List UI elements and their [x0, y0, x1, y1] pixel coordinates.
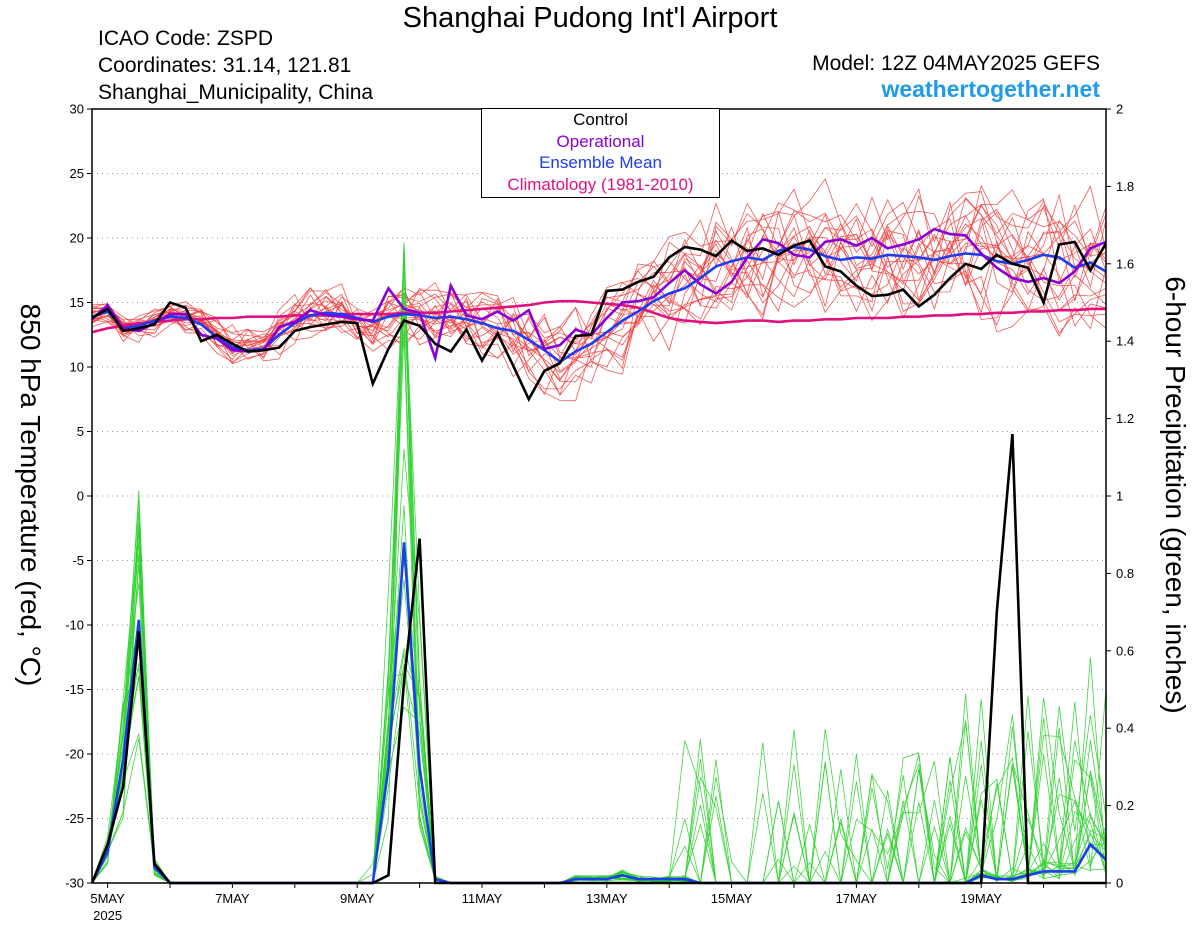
right-tick-label: 0.6 [1116, 643, 1134, 658]
temp-member-line [92, 202, 1106, 359]
x-tick-label: 19MAY [960, 891, 1002, 906]
legend-climatology: Climatology (1981-2010) [507, 174, 694, 194]
left-tick-label: 15 [70, 295, 84, 310]
precip-member-line [92, 293, 1106, 884]
ensemble-temperature-members [92, 178, 1106, 402]
right-tick-label: 0.8 [1116, 566, 1134, 581]
precip-member-line [92, 665, 1106, 884]
temp-member-line [92, 213, 1106, 370]
right-tick-label: 1.2 [1116, 411, 1134, 426]
precip-member-line [92, 632, 1106, 884]
left-tick-label: 5 [77, 424, 84, 439]
legend-ensemble-mean: Ensemble Mean [539, 153, 662, 172]
precip-member-line [92, 622, 1106, 884]
x-tick-label: 17MAY [836, 891, 878, 906]
x-tick-label: 13MAY [586, 891, 628, 906]
precip-member-line [92, 272, 1106, 884]
x-tick-label: 5MAY [90, 891, 125, 906]
precip-member-line [92, 582, 1106, 884]
coordinates: Coordinates: 31.14, 121.81 [98, 54, 352, 77]
precip-member-line [92, 244, 1106, 884]
temp-member-line [92, 204, 1106, 378]
legend-control: Control [573, 110, 628, 129]
left-tick-label: -10 [65, 618, 84, 633]
axis-ticks: 302520151050-5-10-15-20-25-3021.81.61.41… [65, 102, 1134, 924]
precip-member-line [92, 505, 1106, 884]
x-tick-label: 7MAY [215, 891, 250, 906]
precip-member-line [92, 242, 1106, 884]
right-tick-label: 1 [1116, 489, 1123, 504]
right-tick-label: 0.4 [1116, 721, 1134, 736]
icao-code: ICAO Code: ZSPD [98, 27, 274, 50]
precip-member-line [92, 549, 1106, 884]
temp-member-line [92, 194, 1106, 382]
grid-lines [92, 173, 1106, 819]
temp-member-line [92, 178, 1106, 390]
left-tick-label: -15 [65, 682, 84, 697]
x-tick-label: 9MAY [340, 891, 375, 906]
temp-member-line [92, 201, 1106, 402]
y-axis-label-right: 6-hour Precipitation (green, inches) [1160, 276, 1191, 714]
site-brand[interactable]: weathertogether.net [881, 76, 1100, 102]
temp-operational-line [92, 227, 1106, 363]
x-tick-year: 2025 [93, 908, 122, 923]
temp-member-line [92, 196, 1106, 352]
precip-member-line [92, 243, 1106, 884]
precip-member-line [92, 314, 1106, 885]
region: Shanghai_Municipality, China [98, 81, 374, 104]
left-tick-label: 10 [70, 360, 84, 375]
right-tick-label: 0.2 [1116, 798, 1134, 813]
right-tick-label: 0 [1116, 876, 1123, 891]
temp-mean-line [92, 245, 1106, 364]
chart-title: Shanghai Pudong Int'l Airport [402, 2, 778, 34]
left-tick-label: -30 [65, 876, 84, 891]
left-tick-label: 20 [70, 231, 84, 246]
y-axis-label-left: 850 hPa Temperature (red, °C) [15, 303, 46, 687]
right-tick-label: 1.6 [1116, 256, 1134, 271]
temp-control-line [92, 238, 1106, 403]
left-tick-label: -25 [65, 811, 84, 826]
right-tick-label: 2 [1116, 102, 1123, 117]
precip-member-line [92, 625, 1106, 884]
left-tick-label: 25 [70, 166, 84, 181]
temp-member-line [92, 187, 1106, 353]
climatology-line [92, 299, 1106, 334]
legend: Control Operational Ensemble Mean Climat… [481, 108, 720, 198]
right-tick-label: 1.4 [1116, 334, 1134, 349]
x-tick-label: 11MAY [462, 891, 503, 906]
x-tick-label: 15MAY [711, 891, 753, 906]
left-tick-label: -5 [72, 553, 84, 568]
model-run: Model: 12Z 04MAY2025 GEFS [812, 52, 1100, 75]
left-tick-label: -20 [65, 747, 84, 762]
plot-frame [91, 108, 1107, 884]
legend-operational: Operational [556, 131, 645, 151]
left-tick-label: 0 [77, 489, 84, 504]
right-tick-label: 1.8 [1116, 179, 1134, 194]
left-tick-label: 30 [70, 102, 84, 117]
ensemble-precip-members [92, 242, 1106, 885]
temp-member-line [92, 211, 1106, 361]
precip-member-line [92, 333, 1106, 884]
